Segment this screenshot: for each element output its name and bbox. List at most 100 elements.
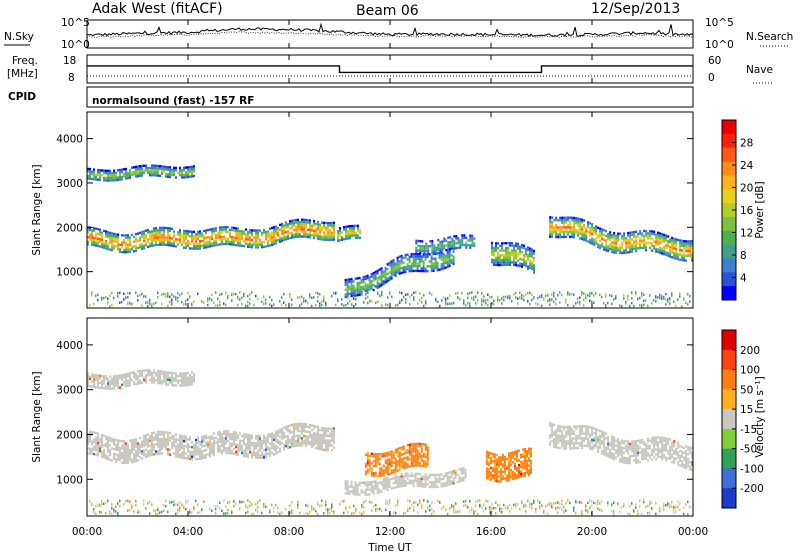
heat-cell (374, 460, 377, 463)
heat-cell (95, 241, 97, 245)
heat-cell (392, 266, 395, 269)
heat-cell (145, 453, 147, 456)
heat-cell (129, 171, 131, 175)
heat-cell (339, 234, 341, 237)
heat-cell (599, 429, 602, 433)
heat-cell (641, 234, 644, 238)
heat-cell (263, 453, 265, 457)
heat-cell (573, 216, 576, 220)
heat-cell (430, 262, 433, 265)
ground-scatter-cell (553, 300, 555, 303)
heat-cell (275, 232, 277, 235)
heat-cell (553, 438, 556, 441)
heat-cell (237, 237, 239, 240)
heat-cell (432, 262, 435, 265)
heat-cell (237, 244, 239, 247)
heat-cell (473, 237, 476, 240)
heat-cell (599, 232, 602, 235)
heat-cell (207, 441, 209, 444)
heat-cell (151, 232, 153, 235)
heat-cell (149, 235, 151, 238)
heat-cell (557, 228, 560, 232)
heat-cell (501, 470, 504, 473)
heat-cell (505, 261, 507, 264)
ground-scatter-cell (169, 295, 171, 298)
heat-cell (420, 482, 423, 486)
ground-scatter-cell (519, 291, 521, 295)
heat-cell (325, 226, 327, 229)
heat-cell (563, 425, 566, 429)
heat-cell (507, 469, 510, 472)
ground-scatter-cell (137, 294, 139, 298)
heat-cell (303, 223, 305, 226)
ground-scatter-cell (223, 302, 225, 305)
heat-cell (117, 379, 119, 382)
heat-cell (117, 439, 119, 442)
heat-cell (139, 167, 141, 170)
ground-scatter-cell (227, 296, 229, 300)
heat-cell (193, 450, 195, 454)
heat-cell (89, 437, 91, 441)
heat-cell (653, 441, 656, 444)
ground-scatter-cell (355, 292, 357, 296)
heat-cell (89, 447, 91, 450)
ground-scatter-cell (493, 299, 495, 303)
heat-cell (311, 443, 313, 446)
heat-cell (473, 242, 476, 245)
heat-cell (305, 437, 307, 440)
ground-scatter-cell (449, 302, 451, 305)
heat-cell (277, 451, 279, 454)
heat-cell (485, 477, 488, 480)
heat-cell (161, 226, 163, 229)
heat-cell (491, 467, 494, 470)
heat-cell (269, 234, 271, 238)
heat-cell (137, 444, 139, 448)
ground-scatter-cell (529, 302, 531, 306)
heat-cell (422, 443, 425, 446)
heat-cell (249, 241, 251, 244)
ground-scatter-cell (551, 293, 553, 296)
heat-cell (430, 473, 433, 477)
heat-cell (519, 252, 521, 256)
heat-cell (333, 231, 335, 234)
heat-cell (331, 437, 333, 440)
heat-cell (376, 482, 379, 485)
heat-cell (133, 173, 135, 176)
heat-cell (431, 244, 434, 248)
heat-cell (271, 441, 273, 445)
heat-cell (402, 271, 405, 274)
heat-cell (275, 452, 277, 455)
heat-cell (406, 474, 409, 478)
heat-cell (683, 256, 686, 260)
heat-cell (627, 452, 630, 455)
heat-cell (571, 430, 574, 433)
heat-cell (113, 171, 115, 175)
heat-cell (215, 234, 217, 237)
heat-cell (331, 427, 333, 430)
heat-cell (163, 380, 165, 383)
heat-cell (444, 261, 447, 265)
heat-cell (291, 435, 293, 439)
heat-cell (137, 239, 139, 242)
heat-cell (201, 442, 203, 446)
heat-cell (412, 269, 415, 273)
heat-cell (420, 450, 423, 453)
heat-cell (418, 461, 421, 465)
heat-cell (647, 454, 650, 457)
heat-cell (410, 472, 413, 475)
heat-cell (585, 227, 588, 230)
heat-cell (499, 254, 501, 257)
heat-cell (93, 170, 95, 174)
heat-cell (187, 383, 189, 387)
heat-cell (243, 435, 245, 438)
ground-scatter-cell (317, 292, 319, 295)
heat-cell (450, 261, 453, 264)
ground-scatter-cell (317, 300, 319, 303)
heat-cell (627, 231, 630, 235)
heat-cell (123, 373, 125, 376)
heat-cell (173, 235, 175, 238)
heat-cell (386, 263, 389, 266)
heat-cell (647, 237, 650, 240)
heat-cell (251, 231, 253, 234)
heat-cell (185, 435, 187, 438)
